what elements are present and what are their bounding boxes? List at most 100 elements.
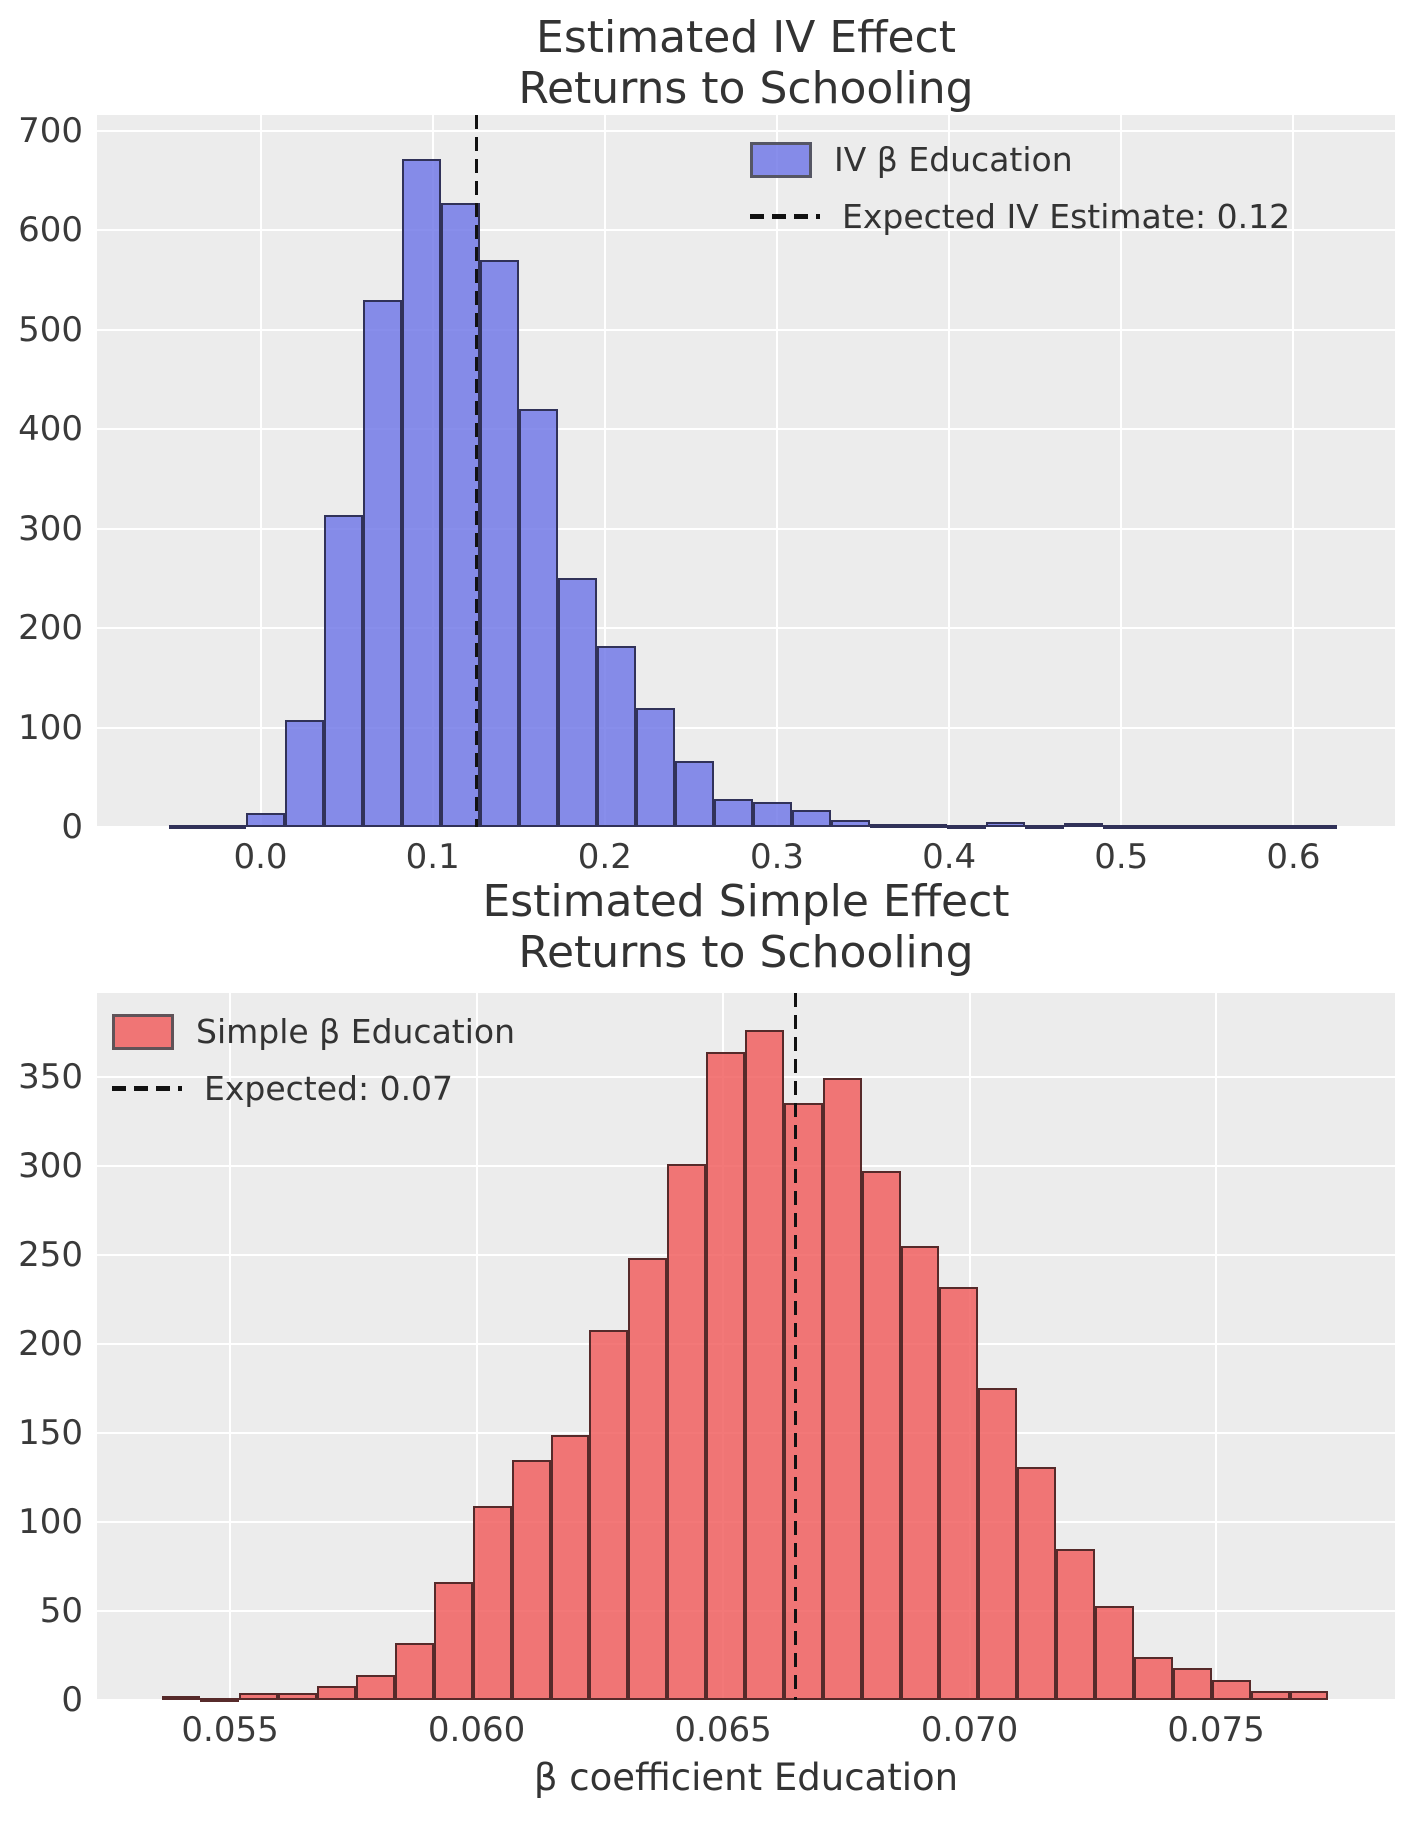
y-tick-label: 150 [18,1412,83,1453]
chart-title-simple: Estimated Simple Effect Returns to Schoo… [482,876,1010,979]
hist-bar [908,824,948,829]
hist-bar [285,719,325,827]
plot-area-simple [97,993,1395,1702]
hist-bar [394,1643,434,1700]
y-gridline [97,229,1395,232]
legend: IV β Education Expected IV Estimate: 0.12 [750,140,1290,236]
x-tick-label: 0.055 [181,1710,279,1750]
legend-item: IV β Education [750,140,1290,179]
hist-bar [822,1078,862,1700]
hist-bar [207,825,247,829]
hist-bar [480,260,520,827]
legend-patch-swatch [750,141,812,178]
x-tick-label: 0.060 [427,1710,526,1750]
x-gridline [603,115,606,827]
hist-bar [861,1171,901,1700]
hist-bar [628,1258,668,1700]
x-tick-label: 0.6 [1266,837,1321,877]
y-tick-label: 100 [18,1501,83,1542]
hist-bar [1056,1548,1096,1700]
hist-bar [168,825,208,829]
legend-item: Simple β Education [112,1012,515,1051]
expected-value-line [793,993,797,1700]
x-gridline [229,993,232,1700]
y-gridline [97,328,1395,331]
x-gridline [1120,115,1123,827]
legend-dashed-line-swatch [112,1086,182,1091]
legend-label: IV β Education [834,140,1073,179]
hist-bar [1064,823,1104,828]
y-tick-label: 250 [18,1234,83,1275]
hist-bar [441,202,481,827]
hist-bar [674,761,714,827]
y-tick-label: 300 [18,508,83,549]
hist-bar [472,1505,512,1700]
hist-bar [1258,825,1298,829]
y-tick-label: 400 [18,409,83,450]
hist-bar [830,820,870,827]
hist-bar [589,1329,629,1700]
hist-bar [596,646,636,827]
hist-bar [1095,1605,1134,1700]
x-tick-label: 0.4 [922,837,977,877]
hist-bar [433,1582,473,1700]
hist-bar [1133,1657,1173,1700]
hist-bar [317,1685,357,1700]
hist-bar [978,1388,1018,1700]
hist-bar [783,1103,823,1700]
y-gridline [97,129,1395,132]
hist-bar [869,824,909,829]
hist-bar [947,825,987,829]
x-tick-label: 0.5 [1094,837,1149,877]
x-tick-label: 0.0 [233,837,288,877]
y-tick-label: 300 [18,1145,83,1186]
y-tick-label: 100 [18,707,83,748]
hist-bar [752,802,792,827]
y-tick-label: 600 [18,210,83,251]
y-tick-label: 50 [39,1590,83,1631]
x-tick-label: 0.065 [674,1710,772,1750]
y-tick-label: 200 [18,1323,83,1364]
hist-bar [706,1051,745,1700]
hist-bar [1103,825,1143,829]
hist-bar [667,1163,707,1700]
y-tick-label: 700 [18,110,83,151]
hist-bar [200,1698,240,1702]
legend-item: Expected: 0.07 [112,1069,515,1108]
y-tick-label: 200 [18,608,83,649]
y-gridline [97,826,1395,828]
hist-bar [402,158,442,827]
hist-bar [363,299,403,827]
hist-bar [1025,825,1065,829]
hist-bar [1250,1691,1290,1700]
y-gridline [97,1699,1395,1701]
y-tick-label: 350 [18,1056,83,1097]
x-gridline [948,115,951,827]
hist-bar [161,1696,201,1701]
hist-bar [939,1286,979,1700]
x-tick-label: 0.3 [749,837,805,877]
hist-bar [356,1675,395,1700]
expected-value-line [474,115,478,827]
legend-label: Simple β Education [196,1012,516,1051]
hist-bar [1142,825,1182,829]
legend-dashed-line-swatch [750,214,820,219]
legend-label: Expected: 0.07 [204,1069,454,1108]
hist-bar [511,1459,551,1700]
x-tick-label: 0.1 [405,837,460,877]
hist-bar [1181,825,1220,829]
x-gridline [475,993,478,1700]
hist-bar [550,1434,590,1700]
hist-bar [558,578,597,827]
x-axis-label: β coefficient Education [533,1756,959,1799]
legend-label: Expected IV Estimate: 0.12 [842,197,1291,236]
y-tick-label: 0 [61,1680,83,1720]
hist-bar [519,409,558,827]
legend-item: Expected IV Estimate: 0.12 [750,197,1290,236]
y-gridline [97,726,1395,729]
hist-bar [900,1245,940,1700]
hist-bar [278,1692,318,1700]
x-tick-label: 0.075 [1167,1710,1265,1750]
